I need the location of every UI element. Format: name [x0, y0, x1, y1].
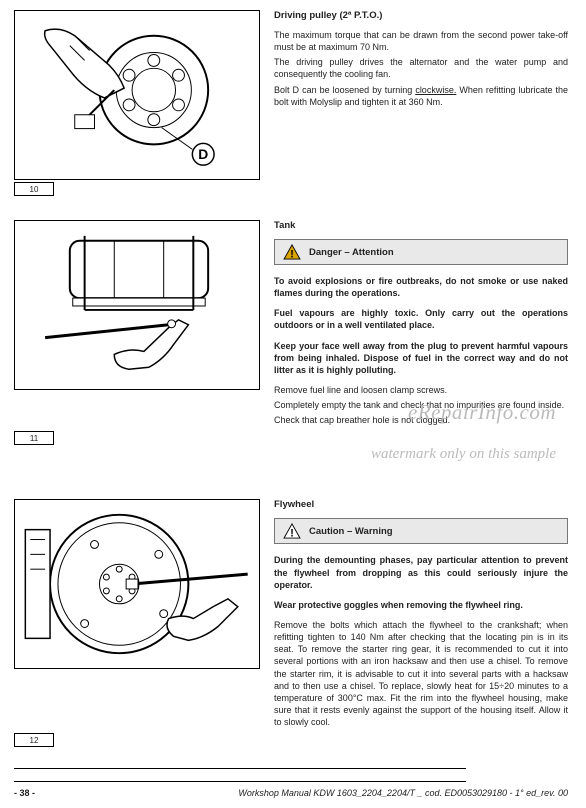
danger-icon: !	[283, 244, 301, 260]
figure-12	[14, 499, 260, 669]
alert-label: Danger – Attention	[309, 247, 394, 258]
alert-label: Caution – Warning	[309, 526, 393, 537]
para: Keep your face well away from the plug t…	[274, 340, 568, 376]
section-driving-pulley: D 10 Driving pulley (2ª P.T.O.) The maxi…	[14, 10, 568, 180]
svg-text:!: !	[290, 528, 294, 540]
text-column: Driving pulley (2ª P.T.O.) The maximum t…	[274, 10, 568, 180]
svg-text:D: D	[198, 146, 208, 162]
section-flywheel: 12 Flywheel ! Caution – Warning During t…	[14, 499, 568, 731]
text-column: Flywheel ! Caution – Warning During the …	[274, 499, 568, 731]
caution-box: ! Caution – Warning	[274, 518, 568, 544]
heading-tank: Tank	[274, 220, 568, 231]
para: Remove the bolts which attach the flywhe…	[274, 619, 568, 728]
caution-icon: !	[283, 523, 301, 539]
figure-column: D 10	[14, 10, 260, 180]
para: During the demounting phases, pay partic…	[274, 554, 568, 590]
para: Check that cap breather hole is not clog…	[274, 414, 568, 426]
page-number: - 38 -	[14, 788, 35, 798]
section-tank: 11 Tank ! Danger – Attention To avoid ex…	[14, 220, 568, 429]
heading-flywheel: Flywheel	[274, 499, 568, 510]
para: Completely empty the tank and check that…	[274, 399, 568, 411]
page-footer: - 38 - Workshop Manual KDW 1603_2204_220…	[14, 782, 568, 798]
heading-pulley: Driving pulley (2ª P.T.O.)	[274, 10, 568, 21]
flywheel-illustration	[15, 500, 259, 668]
figure-number-12: 12	[14, 733, 54, 747]
svg-text:!: !	[290, 248, 294, 260]
figure-10: D	[14, 10, 260, 180]
pulley-illustration: D	[15, 11, 259, 179]
footer-title: Workshop Manual KDW 1603_2204_2204/T _ c…	[238, 788, 568, 798]
para: The maximum torque that can be drawn fro…	[274, 29, 568, 53]
para: Fuel vapours are highly toxic. Only carr…	[274, 307, 568, 331]
para: Bolt D can be loosened by turning clockw…	[274, 84, 568, 108]
figure-11	[14, 220, 260, 390]
footer-rule	[14, 768, 466, 782]
figure-number-11: 11	[14, 431, 54, 445]
text-column: Tank ! Danger – Attention To avoid explo…	[274, 220, 568, 429]
watermark-note: watermark only on this sample	[371, 446, 556, 463]
para: To avoid explosions or fire outbreaks, d…	[274, 275, 568, 299]
tank-illustration	[15, 221, 259, 389]
para: Wear protective goggles when removing th…	[274, 599, 568, 611]
para: The driving pulley drives the alternator…	[274, 56, 568, 80]
danger-box: ! Danger – Attention	[274, 239, 568, 265]
figure-column: 11	[14, 220, 260, 429]
figure-number-10: 10	[14, 182, 54, 196]
para: Remove fuel line and loosen clamp screws…	[274, 384, 568, 396]
figure-column: 12	[14, 499, 260, 731]
